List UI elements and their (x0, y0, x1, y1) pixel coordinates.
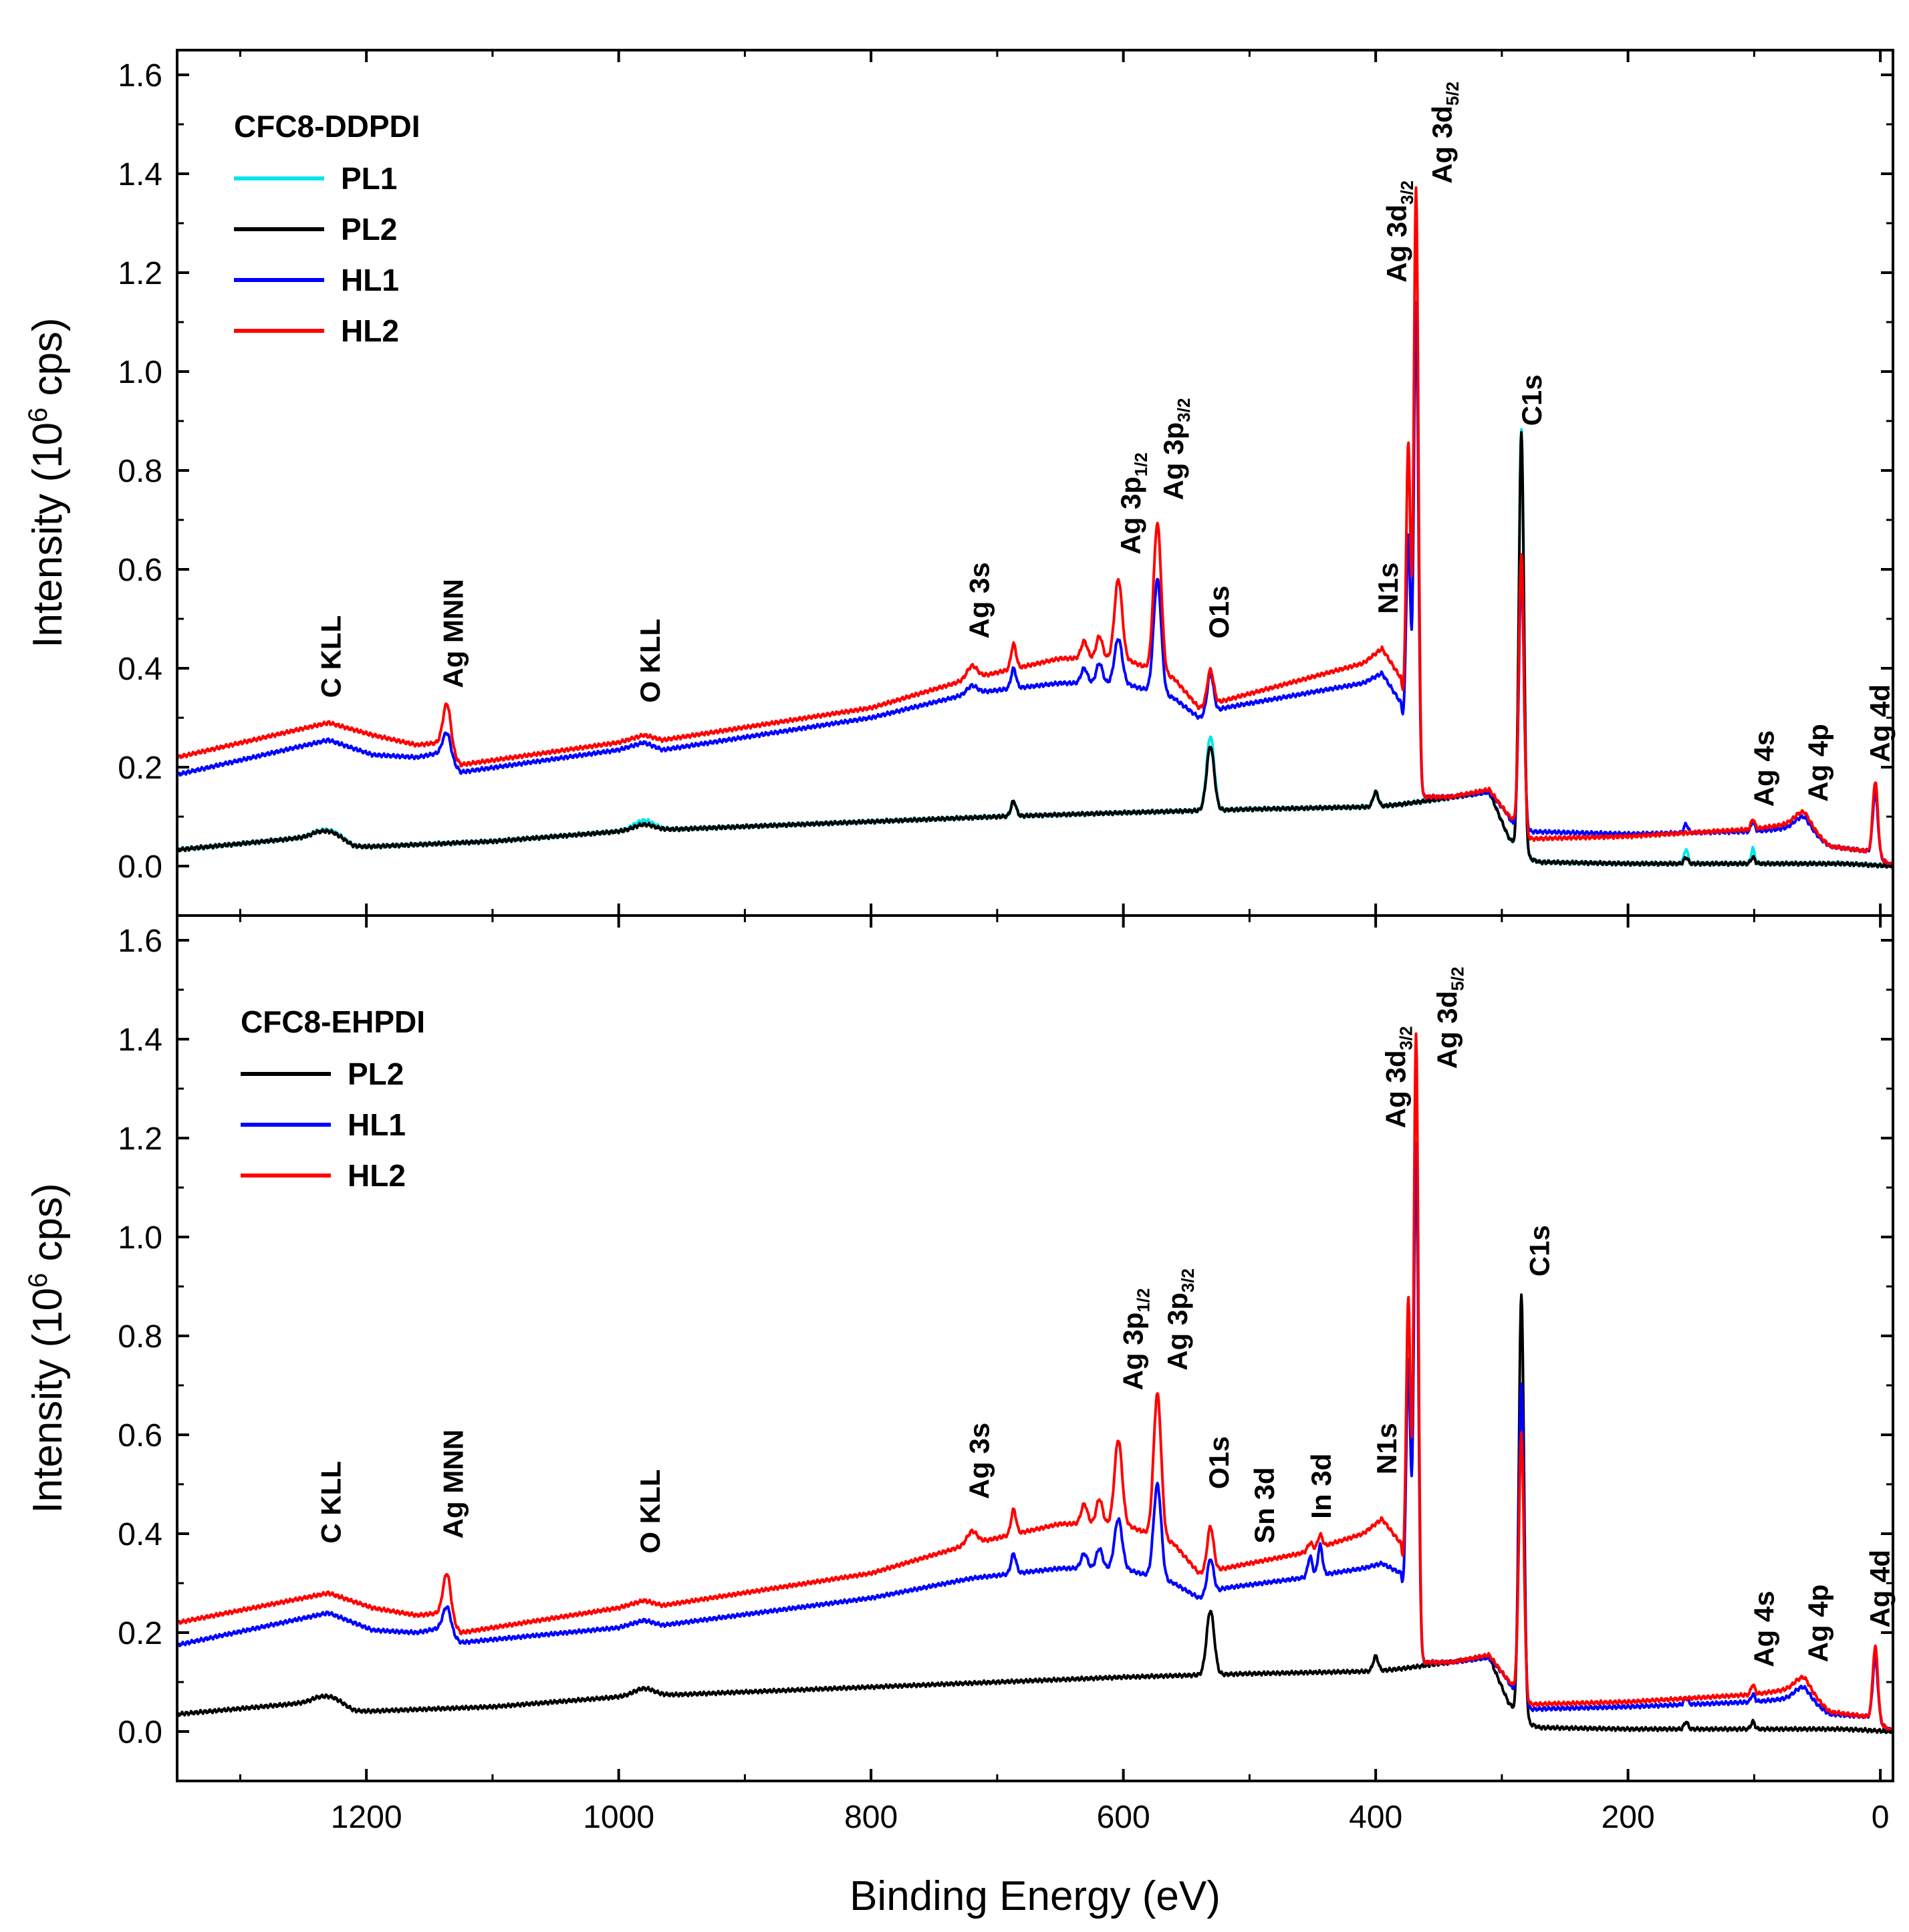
peak-label: Ag 4d (1864, 684, 1896, 763)
legend-label-hl1: HL1 (348, 1107, 406, 1142)
series-line-pl2 (176, 1293, 1894, 1734)
y-tick-label: 1.6 (118, 924, 162, 959)
y-tick-label: 0.2 (118, 1616, 162, 1651)
peak-label: Sn 3d (1249, 1467, 1280, 1543)
peak-label: C KLL (315, 1461, 346, 1544)
legend-label-hl2: HL2 (348, 1158, 406, 1193)
legend-title: CFC8-EHPDI (241, 1004, 425, 1039)
panel-top-frame (176, 49, 1894, 917)
peak-label: Ag 3p3/2 (1158, 398, 1194, 501)
y-tick-label: 1.6 (118, 58, 162, 94)
y-tick-label: 0.4 (118, 652, 162, 687)
peak-label: N1s (1371, 1423, 1402, 1474)
peak-label: Ag 3d3/2 (1380, 1026, 1416, 1128)
peak-label: In 3d (1305, 1454, 1337, 1519)
panel-top-legend: CFC8-DDPDI PL1 PL2 HL1 HL2 (234, 109, 420, 348)
x-tick-label: 600 (1097, 1800, 1150, 1835)
series-line-hl2 (176, 186, 1894, 868)
peak-label: Ag 4s (1749, 1591, 1780, 1667)
peak-label: Ag 3d3/2 (1381, 180, 1417, 283)
panel-top-y-axis-title: Intensity (106 cps) (23, 317, 71, 648)
y-tick-label: 1.4 (118, 1022, 162, 1058)
panel-bottom: 1200 1000 800 600 400 200 0 0.0 0.2 0.4 0.6 0.8 1.0 1… (23, 914, 1896, 1835)
series-line-hl1 (176, 1141, 1894, 1734)
y-tick-label: 0.8 (118, 454, 162, 489)
x-tick-label: 400 (1349, 1800, 1402, 1835)
y-tick-label: 0.0 (118, 849, 162, 885)
y-tick-label: 1.2 (118, 1121, 162, 1157)
y-tick-label: 0.4 (118, 1517, 162, 1552)
y-tick-label: 0.2 (118, 750, 162, 786)
peak-label: O1s (1203, 1436, 1235, 1489)
panel-top-curves (176, 186, 1894, 869)
peak-label: Ag 3d5/2 (1426, 82, 1462, 184)
panel-bottom-annotations: C KLL Ag MNN O KLL Ag 3s Ag 3p1/2 Ag 3p3/2 O1s… (315, 967, 1896, 1667)
peak-label: Ag 4d (1864, 1550, 1896, 1628)
peak-label: Ag 4p (1803, 724, 1834, 802)
legend-label-hl1: HL1 (341, 263, 399, 297)
peak-label: O KLL (634, 619, 666, 703)
panel-bottom-legend: CFC8-EHPDI PL2 HL1 HL2 (241, 1004, 425, 1193)
peak-label: C1s (1516, 374, 1547, 426)
y-tick-label: 1.0 (118, 1220, 162, 1256)
peak-label: O1s (1203, 585, 1235, 638)
y-tick-label: 0.0 (118, 1715, 162, 1750)
panel-bottom-y-axis-title: Intensity (106 cps) (23, 1183, 71, 1513)
legend-label-hl2: HL2 (341, 313, 399, 348)
legend-label-pl1: PL1 (341, 161, 397, 196)
x-tick-label: 200 (1602, 1800, 1655, 1835)
peak-label: Ag 3s (964, 1423, 995, 1499)
peak-label: Ag MNN (437, 1429, 469, 1538)
peak-label: Ag 3p1/2 (1115, 452, 1151, 555)
peak-label: Ag 3p1/2 (1118, 1288, 1154, 1391)
legend-label-pl2: PL2 (348, 1057, 404, 1091)
peak-label: N1s (1372, 563, 1404, 614)
legend-title: CFC8-DDPDI (234, 109, 420, 144)
series-line-hl2 (176, 1032, 1894, 1734)
series-line-pl2 (176, 431, 1894, 869)
panel-top-annotations: C KLL Ag MNN O KLL Ag 3s Ag 3p1/2 Ag 3p3/2 O1s… (315, 82, 1896, 807)
y-tick-label: 1.4 (118, 157, 162, 192)
series-line-pl1 (176, 428, 1894, 869)
y-tick-label: 0.6 (118, 1418, 162, 1454)
x-tick-label: 800 (844, 1800, 898, 1835)
x-tick-label: 1200 (331, 1800, 402, 1835)
panel-top: 0.0 0.2 0.4 0.6 0.8 1.0 1.2 1.4 1.6 C KLL Ag MNN O… (23, 49, 1896, 917)
peak-label: Ag MNN (437, 579, 469, 688)
peak-label: Ag 4s (1749, 730, 1780, 807)
peak-label: Ag 3s (964, 562, 995, 638)
legend-label-pl2: PL2 (341, 212, 397, 247)
peak-label: Ag 4p (1803, 1584, 1834, 1663)
peak-label: C1s (1524, 1225, 1555, 1276)
panel-bottom-ticks: 1200 1000 800 600 400 200 0 0.0 0.2 0.4 0.6 0.8 1.0 1… (118, 916, 1893, 1835)
panel-bottom-curves (176, 1032, 1894, 1734)
peak-label: Ag 3d5/2 (1432, 967, 1468, 1069)
x-axis-title: Binding Energy (eV) (850, 1873, 1221, 1919)
x-tick-label: 1000 (583, 1800, 654, 1835)
peak-label: C KLL (315, 615, 346, 698)
panel-top-ticks: 0.0 0.2 0.4 0.6 0.8 1.0 1.2 1.4 1.6 (118, 50, 1893, 916)
y-tick-label: 1.2 (118, 256, 162, 291)
y-tick-label: 0.6 (118, 553, 162, 588)
y-tick-label: 1.0 (118, 355, 162, 390)
peak-label: Ag 3p3/2 (1162, 1268, 1198, 1371)
panel-bottom-frame (176, 914, 1894, 1782)
x-tick-label: 0 (1872, 1800, 1890, 1835)
series-line-hl1 (176, 301, 1894, 869)
y-tick-label: 0.8 (118, 1319, 162, 1355)
peak-label: O KLL (634, 1470, 666, 1554)
